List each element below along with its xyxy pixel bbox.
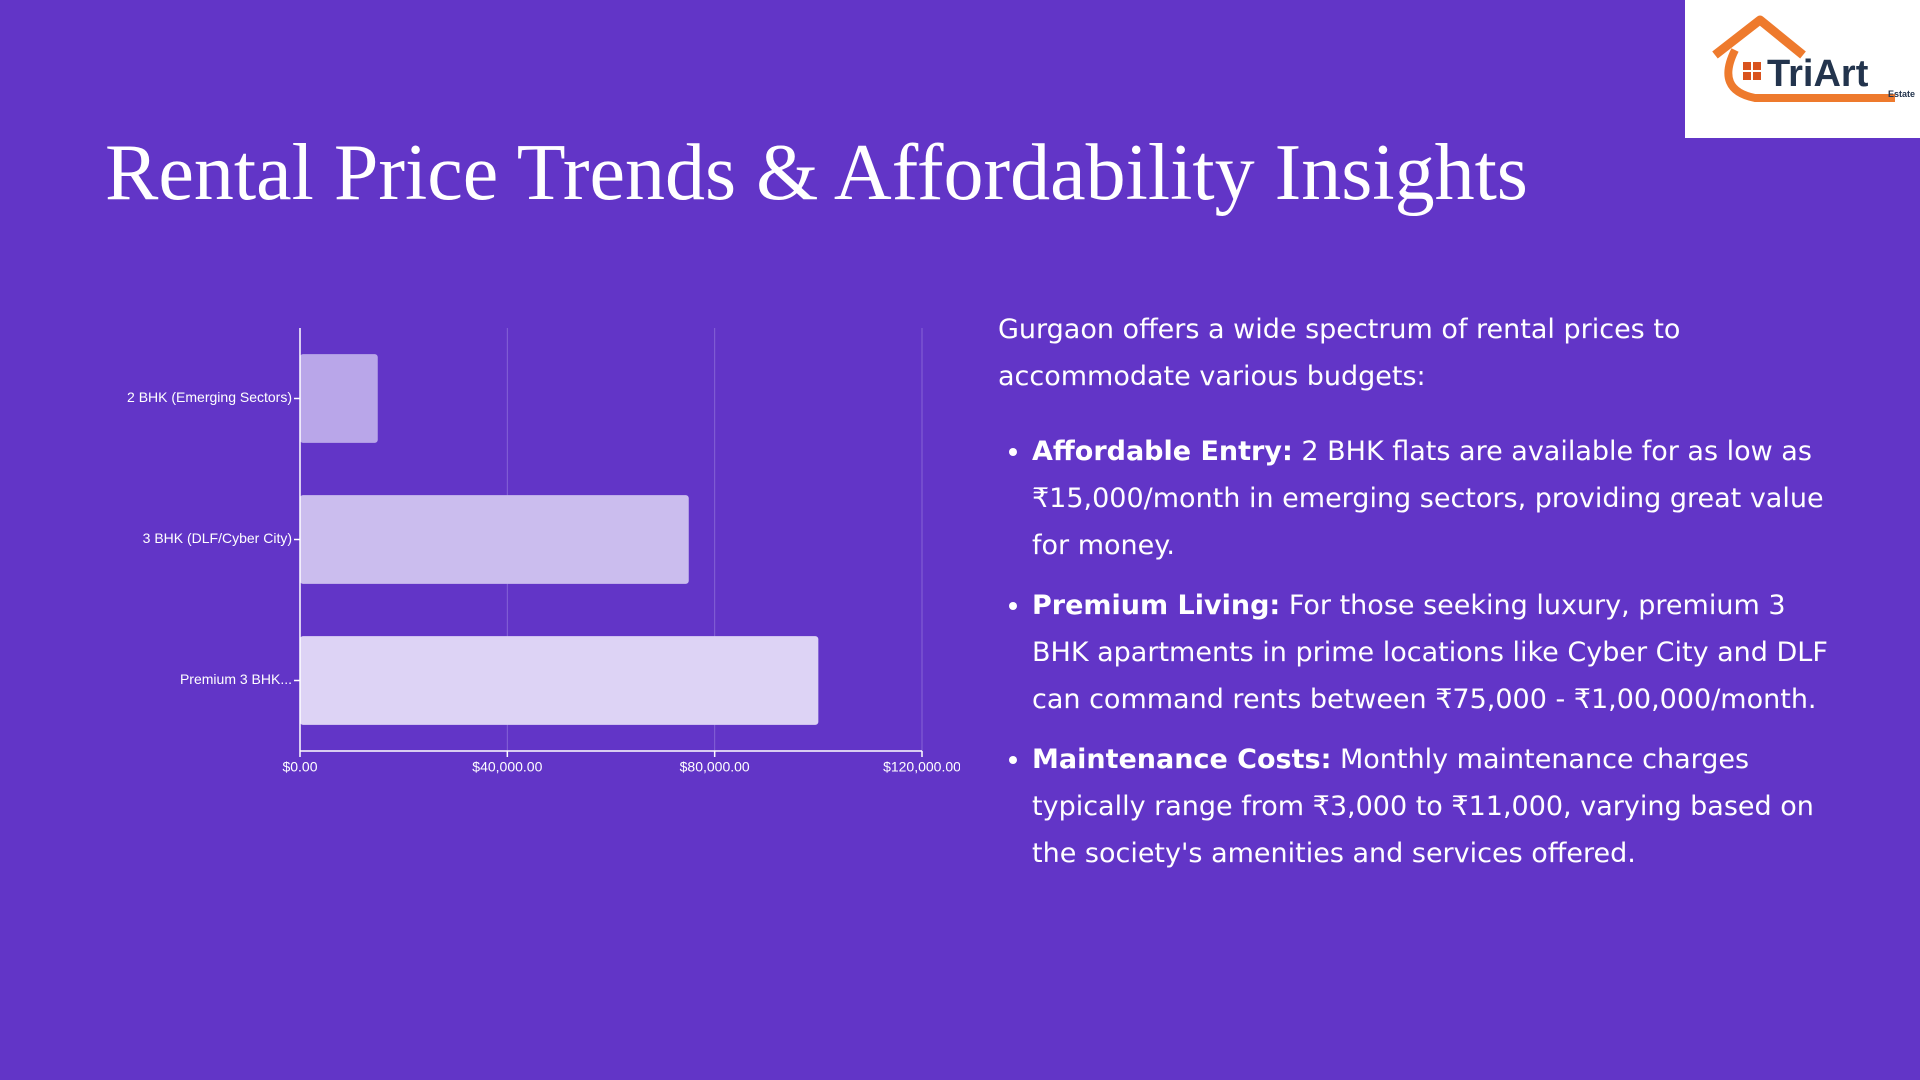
bullet: Affordable Entry: 2 BHK flats are availa…: [1032, 428, 1828, 569]
bullet: Premium Living: For those seeking luxury…: [1032, 582, 1828, 723]
logo-tagline: Estate: [1888, 89, 1915, 99]
x-tick-label: $40,000.00: [472, 759, 542, 775]
bullet-text: For those seeking luxury, premium 3 BHK …: [1032, 590, 1828, 715]
logo-swoosh: [1724, 48, 1895, 102]
x-tick-label: $80,000.00: [680, 759, 750, 775]
bullet-text: Monthly maintenance charges typically ra…: [1032, 744, 1814, 869]
title: Rental Price Trends & Affordability Insi…: [105, 129, 1528, 217]
text-panel: Gurgaon offers a wide spectrum of rental…: [998, 306, 1828, 890]
logo-window: [1753, 72, 1761, 80]
logo-window: [1753, 62, 1761, 70]
y-tick-label: 2 BHK (Emerging Sectors): [127, 389, 292, 405]
bar-chart: $0.00 $40,000.00 $80,000.00 $120,000.00 2 BH…: [127, 328, 960, 775]
intro: Gurgaon offers a wide spectrum of rental…: [998, 314, 1681, 392]
bullet-label: Affordable Entry:: [1032, 436, 1293, 467]
logo: TriArt Estate: [1685, 0, 1920, 138]
bullet: Maintenance Costs: Monthly maintenance c…: [1032, 736, 1828, 877]
bullet-label: Maintenance Costs:: [1032, 744, 1332, 775]
bullet-label: Premium Living:: [1032, 590, 1281, 621]
bullet-text: 2 BHK flats are available for as low as …: [1032, 436, 1824, 561]
x-tick-label: $0.00: [282, 759, 317, 775]
x-tick-label: $120,000.00: [883, 759, 960, 775]
logo-window: [1743, 72, 1751, 80]
bullet-list: Affordable Entry: 2 BHK flats are availa…: [998, 428, 1828, 877]
logo-name: TriArt: [1767, 53, 1869, 95]
bar: [300, 495, 689, 584]
y-tick-label: Premium 3 BHK...: [180, 671, 292, 687]
logo-window: [1743, 62, 1751, 70]
bar: [300, 636, 819, 725]
y-tick-label: 3 BHK (DLF/Cyber City): [143, 530, 292, 546]
logo-roof: [1712, 15, 1806, 59]
logo-art: TriArt Estate: [1712, 15, 1915, 102]
bar: [300, 354, 378, 443]
